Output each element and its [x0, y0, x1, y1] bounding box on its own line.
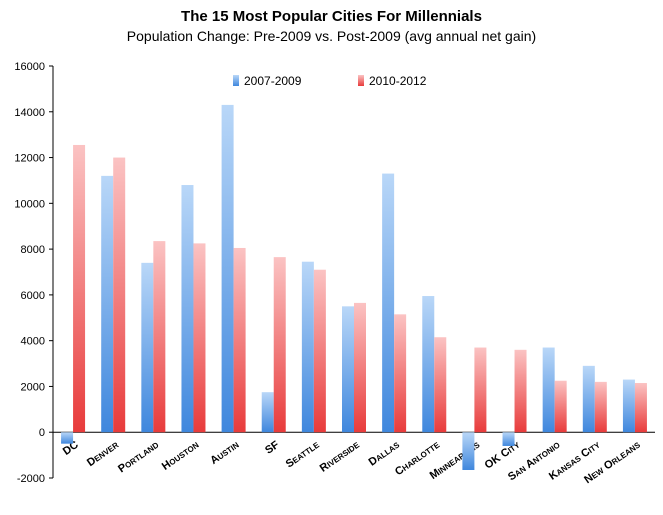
bar-series2 [594, 381, 607, 433]
y-tick-label: 10000 [14, 198, 45, 210]
y-tick-label: 2000 [21, 381, 45, 393]
legend-label: 2010-2012 [369, 74, 427, 88]
chart-legend: 2007-2009 2010-2012 [233, 74, 427, 88]
x-tick-label: Riverside [318, 438, 363, 474]
chart-subtitle: Population Change: Pre-2009 vs. Post-200… [126, 28, 537, 44]
bar-series2 [474, 347, 487, 433]
bar-series1 [422, 296, 435, 433]
bar-series1 [261, 392, 274, 433]
bar-series2 [394, 314, 407, 433]
bar-series1 [342, 306, 354, 433]
y-tick-label: 6000 [21, 290, 45, 302]
bar-series1 [61, 432, 74, 444]
x-tick-label: SF [263, 439, 282, 457]
bar-series1 [382, 173, 395, 433]
bar-series2 [514, 349, 527, 433]
bar-series2 [354, 302, 366, 433]
bar-series1 [221, 104, 234, 433]
bar-series2 [434, 337, 447, 433]
x-tick-label: Austin [208, 439, 241, 467]
y-tick-label: 8000 [21, 244, 45, 256]
x-tick-label: Portland [116, 439, 161, 476]
bar-series2 [113, 157, 126, 433]
legend-swatch [233, 75, 239, 86]
bar-series1 [542, 347, 555, 433]
bar-series2 [153, 241, 166, 433]
bar-series1 [301, 261, 314, 433]
bar-series2 [313, 269, 326, 433]
chart-title: The 15 Most Popular Cities For Millennia… [181, 8, 482, 25]
bar-series2 [634, 383, 647, 433]
y-tick-label: 4000 [21, 336, 45, 348]
chart-bars [61, 104, 647, 470]
y-tick-label: 12000 [14, 153, 45, 165]
y-tick-label: 16000 [14, 61, 45, 73]
bar-series2 [193, 243, 206, 433]
bar-series2 [73, 144, 86, 433]
legend-swatch [358, 75, 364, 86]
bar-series2 [233, 247, 246, 433]
y-tick-label: 0 [39, 427, 45, 439]
legend-label: 2007-2009 [244, 74, 302, 88]
bar-series1 [582, 365, 595, 433]
x-tick-label: Denver [85, 439, 121, 469]
y-tick-label: -2000 [17, 473, 45, 485]
x-tick-label: Dallas [367, 438, 403, 468]
bar-series1 [141, 262, 154, 433]
bar-series1 [181, 185, 194, 433]
y-tick-label: 14000 [14, 107, 45, 119]
bar-series1 [462, 432, 475, 470]
bar-series2 [273, 257, 286, 433]
bar-series1 [502, 432, 515, 446]
bar-series1 [101, 175, 114, 433]
x-tick-label: Houston [160, 439, 201, 473]
bar-series1 [622, 379, 635, 433]
x-tick-label: Seattle [284, 438, 322, 470]
bar-series2 [554, 380, 567, 433]
